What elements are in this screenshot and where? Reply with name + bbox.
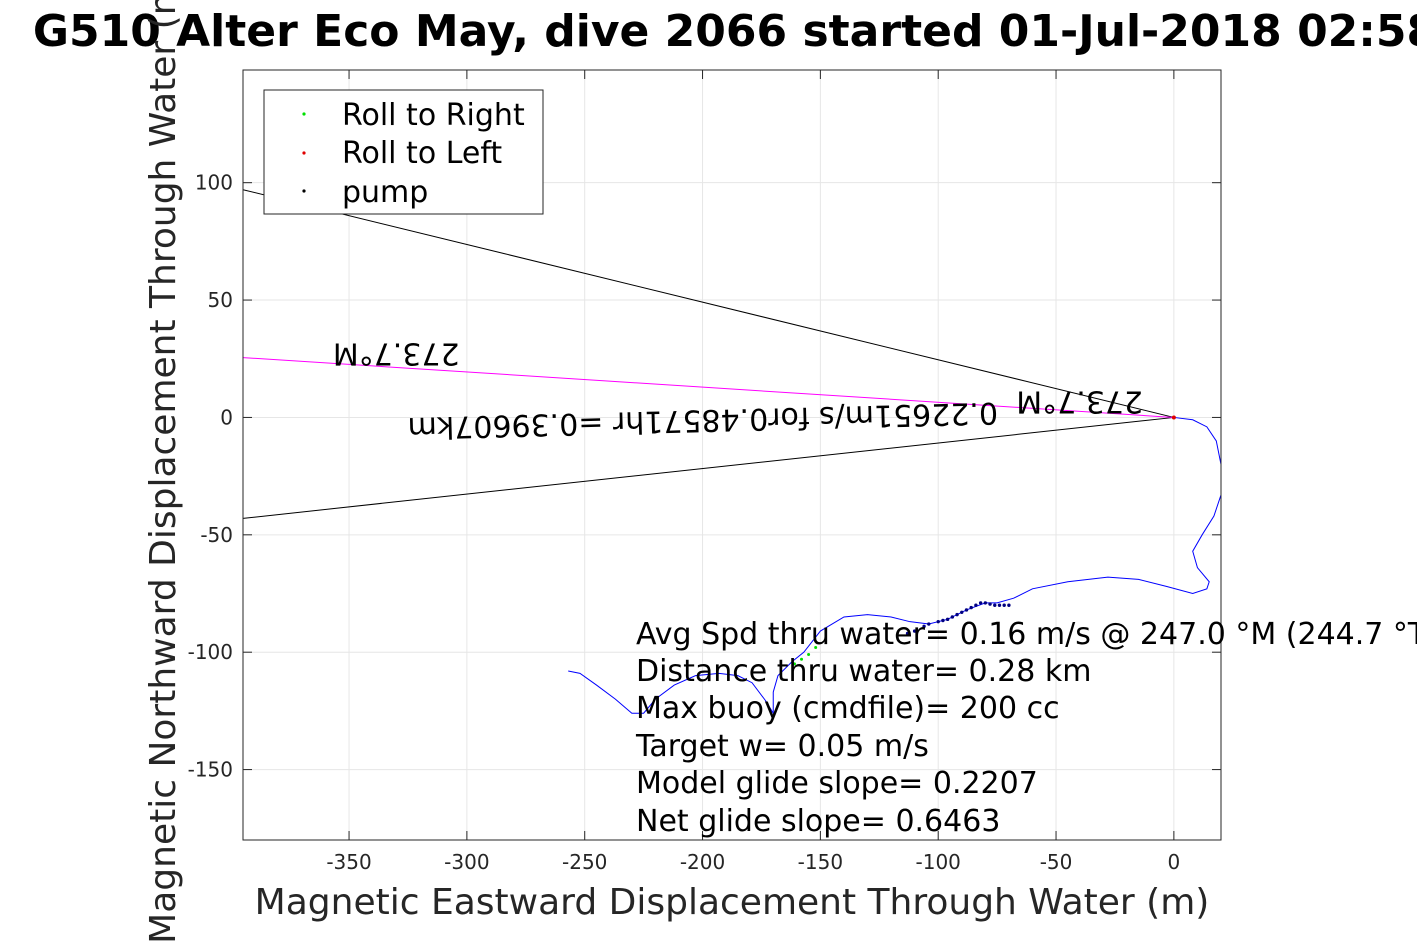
roll-left-point xyxy=(1171,415,1176,420)
pump-point xyxy=(974,603,978,607)
pump-point xyxy=(1007,603,1011,607)
x-axis-label: Magnetic Eastward Displacement Through W… xyxy=(255,882,1210,923)
pump-point xyxy=(905,631,910,636)
pump-point xyxy=(983,601,988,605)
pump-point xyxy=(941,618,945,623)
legend-marker-roll-left xyxy=(302,151,306,155)
tick-labels: -350 -300 -250 -200 -150 -100 -50 0 100 50 0 -50 -10… xyxy=(188,171,1181,874)
pump-point xyxy=(950,615,955,619)
heading-line xyxy=(243,416,1174,519)
x-tick-label: -50 xyxy=(1040,850,1073,874)
roll-right-point xyxy=(807,653,811,657)
tick-marks xyxy=(243,70,1221,840)
y-tick-label: -150 xyxy=(188,758,233,782)
y-axis-label: Magnetic Northward Displacement Through … xyxy=(143,0,184,944)
pump-point xyxy=(912,629,917,633)
pump-point xyxy=(997,603,1002,607)
stats-model-glide: Model glide slope= 0.2207 xyxy=(636,766,1038,801)
pump-point xyxy=(922,624,926,629)
stats-distance: Distance thru water= 0.28 km xyxy=(636,654,1091,689)
roll-right-point xyxy=(800,657,804,661)
stats-net-glide: Net glide slope= 0.6463 xyxy=(636,804,1000,839)
legend-marker-roll-right xyxy=(302,112,306,116)
x-tick-label: 0 xyxy=(1168,850,1181,874)
pump-point xyxy=(988,602,992,606)
stats-target-w: Target w= 0.05 m/s xyxy=(635,729,929,764)
heading-line xyxy=(243,357,1174,418)
y-tick-label: 100 xyxy=(195,171,233,195)
x-tick-label: -350 xyxy=(326,850,371,874)
y-tick-label: 50 xyxy=(208,288,233,312)
legend-label-roll-right: Roll to Right xyxy=(342,98,525,133)
pump-point xyxy=(969,605,973,610)
legend-label-pump: pump xyxy=(342,175,428,210)
roll-right-point xyxy=(792,662,796,666)
y-tick-label: -50 xyxy=(200,523,233,547)
stats-avg-speed: Avg Spd thru water= 0.16 m/s @ 247.0 °M … xyxy=(636,617,1417,652)
legend: Roll to Right Roll to Left pump xyxy=(263,89,544,215)
x-tick-label: -200 xyxy=(680,850,725,874)
x-tick-label: -100 xyxy=(916,850,961,874)
legend-box xyxy=(263,89,544,215)
heading-annotation: 273.7°M xyxy=(1016,384,1143,419)
stats-block: Avg Spd thru water= 0.16 m/s @ 247.0 °M … xyxy=(635,617,1417,839)
y-tick-label: -100 xyxy=(188,640,233,664)
plot-frame xyxy=(242,69,1222,841)
heading-annotation: 273.7°M xyxy=(333,335,460,370)
pump-point xyxy=(927,622,931,626)
pump-point xyxy=(993,603,997,607)
pump-point xyxy=(1002,603,1006,607)
x-tick-label: -250 xyxy=(562,850,607,874)
pump-point xyxy=(960,610,964,614)
pump-point xyxy=(978,601,983,605)
pump-point xyxy=(964,608,969,612)
x-tick-label: -300 xyxy=(444,850,489,874)
legend-label-roll-left: Roll to Left xyxy=(342,136,502,171)
roll-right-point xyxy=(814,646,818,649)
x-tick-label: -150 xyxy=(798,850,843,874)
legend-marker-pump xyxy=(302,189,306,193)
heading-line xyxy=(243,189,1174,418)
pump-point xyxy=(945,617,950,622)
pump-point xyxy=(936,619,940,624)
chart-title: G510 Alter Eco May, dive 2066 started 01… xyxy=(33,6,1417,57)
stats-max-buoy: Max buoy (cmdfile)= 200 cc xyxy=(636,691,1060,726)
y-tick-label: 0 xyxy=(220,405,233,429)
pump-point xyxy=(955,612,959,617)
